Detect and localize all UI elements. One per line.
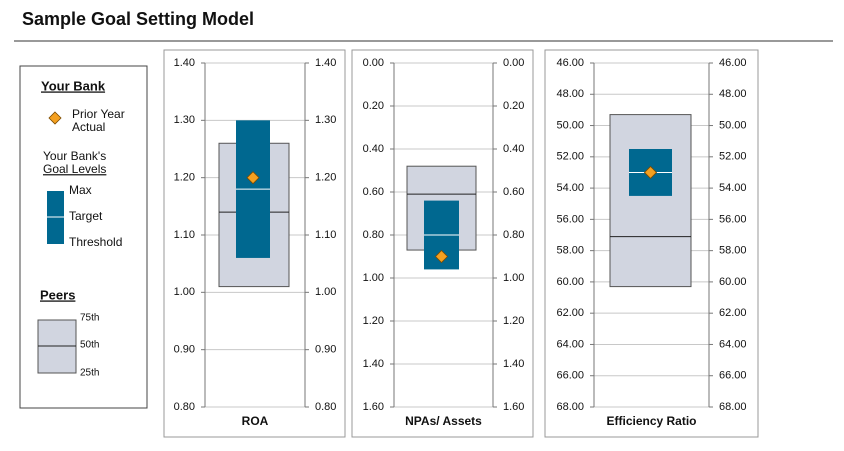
page-title: Sample Goal Setting Model (22, 9, 254, 29)
legend-label: 75th (80, 313, 99, 324)
y-tick-label: 68.00 (556, 401, 584, 413)
legend-label: Your Bank's (43, 149, 106, 163)
y-tick-label: 0.90 (174, 344, 195, 356)
y-tick-label: 66.00 (556, 370, 584, 382)
y-tick-label: 48.00 (556, 88, 584, 100)
y-tick-label: 60.00 (556, 276, 584, 288)
legend-label: Goal Levels (43, 162, 106, 176)
y2-tick-label: 0.00 (503, 57, 524, 69)
x-axis-label: Efficiency Ratio (606, 414, 696, 428)
y-tick-label: 1.30 (174, 114, 195, 126)
y2-tick-label: 0.80 (503, 229, 524, 241)
legend: Your Bank Prior Year Actual Your Bank's … (19, 65, 148, 409)
y2-tick-label: 1.10 (315, 229, 336, 241)
legend-label: Threshold (69, 235, 122, 249)
legend-label: Prior Year (72, 107, 125, 121)
x-axis-label: NPAs/ Assets (405, 414, 482, 428)
y-tick-label: 56.00 (556, 213, 584, 225)
prior-year-marker (434, 249, 449, 264)
legend-heading: Your Bank (41, 78, 106, 93)
y-tick-label: 0.80 (363, 229, 384, 241)
y-tick-label: 0.60 (363, 186, 384, 198)
y-tick-label: 1.00 (363, 272, 384, 284)
y-tick-label: 0.00 (363, 57, 384, 69)
y-tick-label: 0.20 (363, 100, 384, 112)
y2-tick-label: 1.20 (315, 172, 336, 184)
y2-tick-label: 50.00 (719, 119, 747, 131)
prior-year-marker (643, 165, 658, 180)
legend-label: Target (69, 209, 103, 223)
y-tick-label: 1.40 (363, 358, 384, 370)
y-tick-label: 58.00 (556, 245, 584, 257)
y-tick-label: 1.60 (363, 401, 384, 413)
y2-tick-label: 64.00 (719, 338, 747, 350)
peer-box (609, 114, 692, 288)
y2-tick-label: 56.00 (719, 213, 747, 225)
y2-tick-label: 0.80 (315, 401, 336, 413)
y2-tick-label: 1.30 (315, 114, 336, 126)
legend-label: 25th (80, 368, 99, 379)
y2-tick-label: 1.60 (503, 401, 524, 413)
y2-tick-label: 60.00 (719, 276, 747, 288)
legend-label: Max (69, 183, 92, 197)
y-tick-label: 1.10 (174, 229, 195, 241)
y2-tick-label: 48.00 (719, 88, 747, 100)
y-tick-label: 1.20 (363, 315, 384, 327)
prior-year-marker (246, 171, 260, 185)
y2-tick-label: 0.40 (503, 143, 524, 155)
y-tick-label: 46.00 (556, 57, 584, 69)
y2-tick-label: 1.40 (315, 57, 336, 69)
y-tick-label: 0.80 (174, 401, 195, 413)
y2-tick-label: 0.60 (503, 186, 524, 198)
y2-tick-label: 1.20 (503, 315, 524, 327)
y2-tick-label: 0.90 (315, 344, 336, 356)
y-tick-label: 1.20 (174, 172, 195, 184)
x-axis-label: ROA (242, 414, 269, 428)
y-tick-label: 0.40 (363, 143, 384, 155)
legend-label: 50th (80, 340, 99, 351)
y2-tick-label: 1.00 (315, 286, 336, 298)
y2-tick-label: 62.00 (719, 307, 747, 319)
legend-diamond (48, 111, 62, 125)
y2-tick-label: 52.00 (719, 151, 747, 163)
y2-tick-label: 58.00 (719, 245, 747, 257)
y2-tick-label: 46.00 (719, 57, 747, 69)
y-tick-label: 54.00 (556, 182, 584, 194)
y2-tick-label: 66.00 (719, 370, 747, 382)
y-tick-label: 50.00 (556, 119, 584, 131)
y-tick-label: 62.00 (556, 307, 584, 319)
y-tick-label: 64.00 (556, 338, 584, 350)
y2-tick-label: 54.00 (719, 182, 747, 194)
y2-tick-label: 1.00 (503, 272, 524, 284)
y-tick-label: 1.00 (174, 286, 195, 298)
y-tick-label: 52.00 (556, 151, 584, 163)
y2-tick-label: 68.00 (719, 401, 747, 413)
y2-tick-label: 0.20 (503, 100, 524, 112)
legend-heading: Peers (40, 287, 75, 302)
legend-label: Actual (72, 120, 105, 134)
y2-tick-label: 1.40 (503, 358, 524, 370)
y-tick-label: 1.40 (174, 57, 195, 69)
